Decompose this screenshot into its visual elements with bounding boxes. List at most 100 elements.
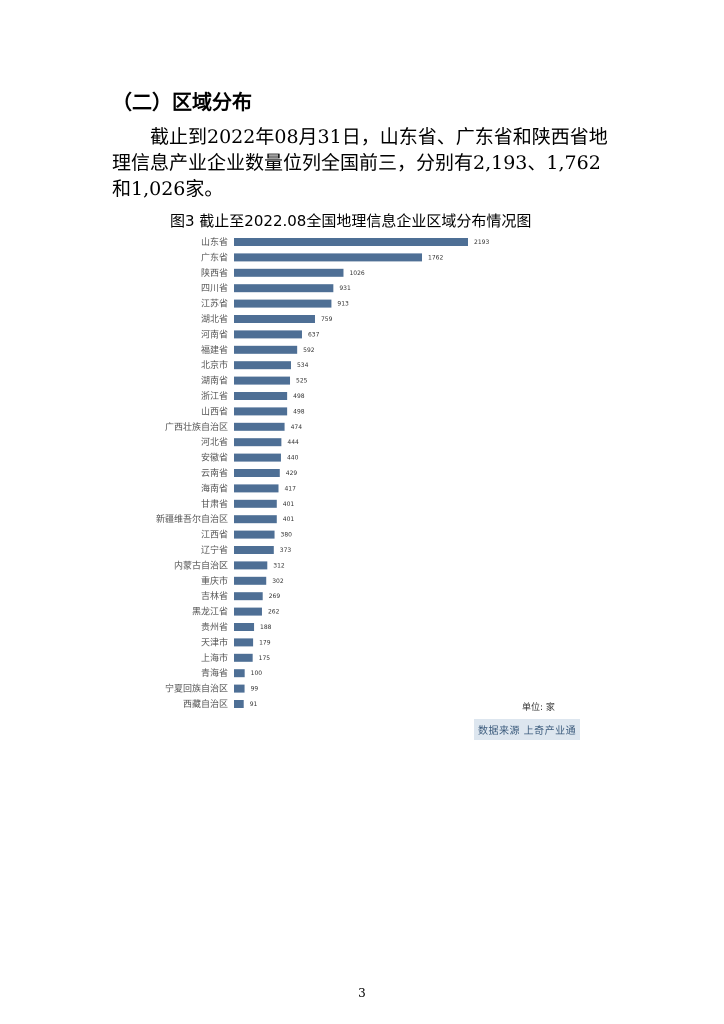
bar [234, 700, 244, 708]
category-label: 河南省 [201, 328, 228, 340]
bar [234, 299, 332, 308]
value-label: 440 [287, 455, 299, 462]
category-label: 贵州省 [201, 621, 228, 633]
value-label: 759 [321, 316, 333, 323]
bar [234, 515, 277, 524]
bar [234, 669, 245, 678]
category-label: 广东省 [201, 251, 228, 263]
category-label: 北京市 [201, 359, 228, 371]
category-label: 山东省 [201, 236, 228, 248]
value-label: 417 [284, 485, 296, 492]
category-label: 江西省 [201, 529, 228, 541]
bar [234, 253, 423, 262]
value-label: 931 [339, 285, 351, 292]
category-label: 浙江省 [201, 390, 228, 402]
bar [234, 453, 281, 462]
value-label: 179 [259, 639, 271, 646]
value-label: 100 [251, 670, 263, 677]
value-label: 474 [291, 424, 303, 431]
value-label: 401 [283, 516, 295, 523]
category-label: 河北省 [201, 436, 228, 448]
value-label: 312 [273, 562, 285, 569]
category-label: 黑龙江省 [192, 606, 228, 618]
bar [234, 315, 315, 323]
value-label: 429 [286, 470, 298, 477]
category-label: 江苏省 [201, 298, 228, 310]
bar [234, 438, 282, 447]
value-label: 1762 [428, 254, 443, 261]
value-label: 175 [259, 655, 271, 662]
value-label: 444 [287, 439, 299, 446]
value-label: 373 [280, 547, 292, 554]
category-label: 陕西省 [201, 267, 228, 279]
category-label: 山西省 [201, 405, 228, 417]
value-label: 380 [281, 532, 293, 539]
value-label: 534 [297, 362, 309, 369]
bar [234, 684, 245, 693]
bar [234, 576, 267, 585]
category-label: 辽宁省 [201, 544, 228, 556]
category-label: 新疆维吾尔自治区 [156, 513, 228, 525]
category-label: 青海省 [201, 667, 228, 679]
value-label: 188 [260, 624, 272, 631]
bar [234, 284, 334, 293]
page-number: 3 [358, 986, 366, 1000]
category-label: 西藏自治区 [183, 698, 228, 710]
value-label: 99 [251, 686, 259, 693]
bar [234, 592, 263, 601]
value-label: 592 [303, 347, 315, 354]
bar [234, 530, 275, 539]
category-label: 云南省 [201, 467, 228, 479]
bar [234, 469, 280, 477]
bar [234, 361, 291, 370]
bar [234, 546, 274, 554]
bar [234, 268, 344, 277]
value-label: 913 [337, 301, 349, 308]
category-label: 安徽省 [201, 452, 228, 464]
value-label: 262 [268, 609, 280, 616]
bar [234, 422, 285, 431]
value-label: 2193 [474, 239, 489, 246]
bar [234, 376, 291, 385]
bar [234, 330, 302, 339]
bar [234, 607, 262, 616]
category-label: 吉林省 [201, 590, 228, 602]
bar [234, 653, 253, 662]
category-label: 四川省 [201, 282, 228, 294]
category-label: 湖南省 [201, 375, 228, 387]
value-label: 269 [269, 593, 281, 600]
bar [234, 484, 279, 493]
bar [234, 238, 468, 246]
bar [234, 345, 298, 354]
value-label: 637 [308, 331, 320, 338]
category-label: 内蒙古自治区 [174, 559, 228, 571]
category-label: 福建省 [201, 344, 228, 356]
unit-label: 单位: 家 [522, 703, 555, 713]
category-label: 宁夏回族自治区 [165, 683, 228, 695]
category-label: 上海市 [201, 652, 228, 664]
value-label: 498 [293, 408, 305, 415]
section-heading: （二）区域分布 [112, 90, 252, 114]
category-label: 广西壮族自治区 [165, 421, 228, 433]
figure-title: 图3 截止至2022.08全国地理信息企业区域分布情况图 [170, 212, 532, 230]
value-label: 498 [293, 393, 305, 400]
bar [234, 561, 268, 570]
value-label: 525 [296, 378, 308, 385]
bar [234, 623, 255, 631]
bar [234, 499, 277, 508]
category-label: 天津市 [201, 636, 228, 648]
value-label: 1026 [349, 270, 364, 277]
category-label: 海南省 [201, 482, 228, 494]
bar [234, 392, 288, 400]
category-label: 湖北省 [201, 313, 228, 325]
value-label: 302 [272, 578, 284, 585]
category-label: 重庆市 [201, 575, 228, 587]
data-source-badge: 数据来源 上奇产业通 [474, 719, 581, 740]
bar [234, 407, 288, 416]
category-label: 甘肃省 [201, 498, 228, 510]
bar [234, 638, 254, 647]
value-label: 401 [283, 501, 295, 508]
body-paragraph: 截止到2022年08月31日，山东省、广东省和陕西省地理信息产业企业数量位列全国… [112, 126, 608, 200]
value-label: 91 [250, 701, 258, 708]
